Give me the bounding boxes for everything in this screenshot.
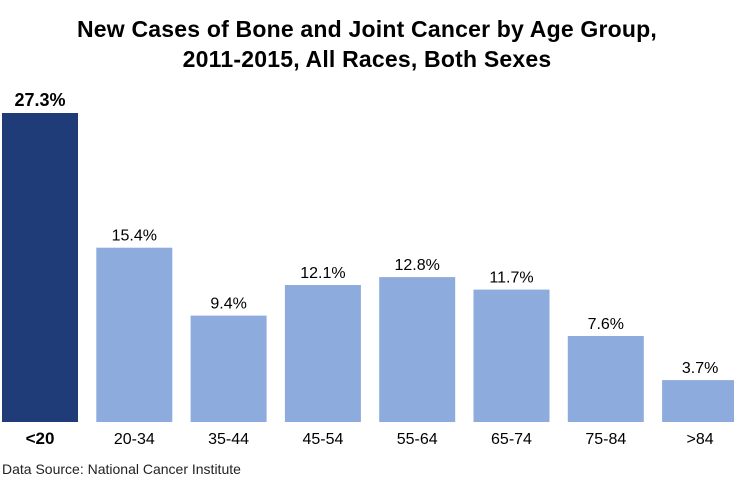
x-tick-label-35-44: 35-44: [208, 431, 249, 448]
bar-20-34: [96, 247, 173, 422]
data-label-20-34: 15.4%: [112, 228, 157, 245]
bar-65-74: [473, 289, 550, 422]
bar-45-54: [284, 285, 361, 422]
bar->84: [662, 380, 734, 422]
x-tick-label-55-64: 55-64: [397, 431, 438, 448]
x-tick-label-20-34: 20-34: [114, 431, 155, 448]
x-tick-label-<20: <20: [26, 429, 55, 448]
chart-title-line-2: 2011-2015, All Races, Both Sexes: [182, 46, 552, 72]
x-tick-label->84: >84: [687, 431, 714, 448]
chart-title: New Cases of Bone and Joint Cancer by Ag…: [0, 14, 734, 74]
data-label-45-54: 12.1%: [300, 265, 345, 282]
chart-title-line-1: New Cases of Bone and Joint Cancer by Ag…: [76, 16, 658, 42]
bar-55-64: [379, 277, 456, 422]
data-label-55-64: 12.8%: [395, 257, 440, 274]
x-tick-label-65-74: 65-74: [491, 431, 532, 448]
bar-75-84: [567, 336, 644, 422]
bar-<20: [2, 113, 78, 422]
data-label-65-74: 11.7%: [489, 270, 533, 287]
x-tick-label-45-54: 45-54: [302, 431, 343, 448]
bar-35-44: [190, 315, 267, 422]
x-tick-label-75-84: 75-84: [585, 431, 626, 448]
data-source-note: Data Source: National Cancer Institute: [2, 461, 241, 477]
data-label-35-44: 9.4%: [210, 296, 246, 313]
data-label-75-84: 7.6%: [588, 316, 624, 333]
data-label->84: 3.7%: [682, 360, 718, 377]
data-label-<20: 27.3%: [14, 90, 65, 110]
